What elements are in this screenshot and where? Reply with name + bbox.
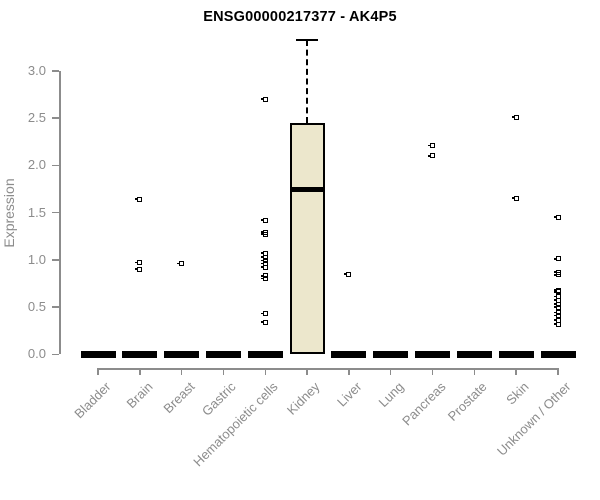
y-axis-tick-label: 2.5 <box>27 110 46 126</box>
outlier-point <box>553 310 561 316</box>
x-axis-line <box>98 368 559 370</box>
y-axis-tick-label: 2.0 <box>27 157 46 173</box>
x-axis-tick <box>557 368 559 375</box>
outlier-point <box>177 261 185 267</box>
upper-whisker <box>306 39 309 123</box>
collapsed-box <box>331 350 367 358</box>
x-axis-tick <box>97 368 99 375</box>
outlier-point <box>260 258 268 264</box>
y-axis-tick <box>52 117 59 119</box>
x-axis-tick <box>306 368 308 375</box>
collapsed-box <box>415 350 451 358</box>
collapsed-box <box>122 350 158 358</box>
outlier-point <box>553 269 561 275</box>
outlier-point <box>553 301 561 307</box>
x-axis-tick <box>473 368 476 375</box>
x-axis-category-label: Unknown / Other <box>494 379 574 459</box>
x-axis-tick <box>139 368 141 375</box>
x-axis-tick <box>348 368 350 375</box>
outlier-point <box>260 273 268 279</box>
y-axis-tick <box>52 164 59 167</box>
y-axis-tick <box>52 211 59 214</box>
collapsed-box <box>540 350 576 358</box>
outlier-point <box>553 304 561 310</box>
collapsed-box <box>373 350 409 358</box>
collapsed-box <box>164 350 200 358</box>
outlier-point <box>428 143 436 149</box>
collapsed-box <box>498 350 534 358</box>
collapsed-box <box>456 350 492 358</box>
outlier-point <box>553 321 561 327</box>
outlier-point <box>260 319 268 325</box>
outlier-point <box>260 264 268 270</box>
y-axis-tick-label: 0.0 <box>27 346 46 362</box>
y-axis-tick-label: 0.5 <box>27 299 46 315</box>
x-axis-tick <box>222 368 225 375</box>
outlier-point <box>511 114 519 120</box>
collapsed-box <box>247 350 283 358</box>
y-axis-tick <box>52 259 59 261</box>
collapsed-box <box>80 350 116 358</box>
outlier-point <box>260 96 268 102</box>
outlier-point <box>553 313 561 319</box>
y-axis-line <box>59 71 61 355</box>
y-axis-tick <box>52 70 59 72</box>
outlier-point <box>553 272 561 278</box>
outlier-point <box>135 266 143 272</box>
outlier-point <box>260 276 268 282</box>
box-iqr <box>289 122 325 355</box>
outlier-point <box>344 271 352 277</box>
whisker-cap <box>296 38 319 42</box>
collapsed-box <box>205 350 241 358</box>
y-axis-tick <box>52 306 59 308</box>
y-axis-tick-label: 3.0 <box>27 63 46 78</box>
x-axis-tick <box>180 368 183 375</box>
outlier-point <box>260 217 268 223</box>
median-line <box>289 186 325 192</box>
x-axis-tick <box>389 368 392 375</box>
outlier-point <box>260 311 268 317</box>
outlier-point <box>553 256 561 262</box>
outlier-point <box>135 260 143 266</box>
y-axis-tick <box>52 353 59 356</box>
chart-title: ENSG00000217377 - AK4P5 <box>203 9 397 25</box>
y-axis-tick-label: 1.5 <box>27 204 46 220</box>
x-axis-tick <box>264 368 267 375</box>
y-axis-tick-label: 1.0 <box>27 251 46 267</box>
outlier-point <box>553 289 561 295</box>
outlier-point <box>511 195 519 201</box>
outlier-point <box>553 214 561 220</box>
outlier-point <box>260 231 268 237</box>
outlier-point <box>428 153 436 159</box>
outlier-point <box>135 196 143 202</box>
x-axis-tick <box>431 368 434 375</box>
x-axis-tick <box>515 368 517 375</box>
